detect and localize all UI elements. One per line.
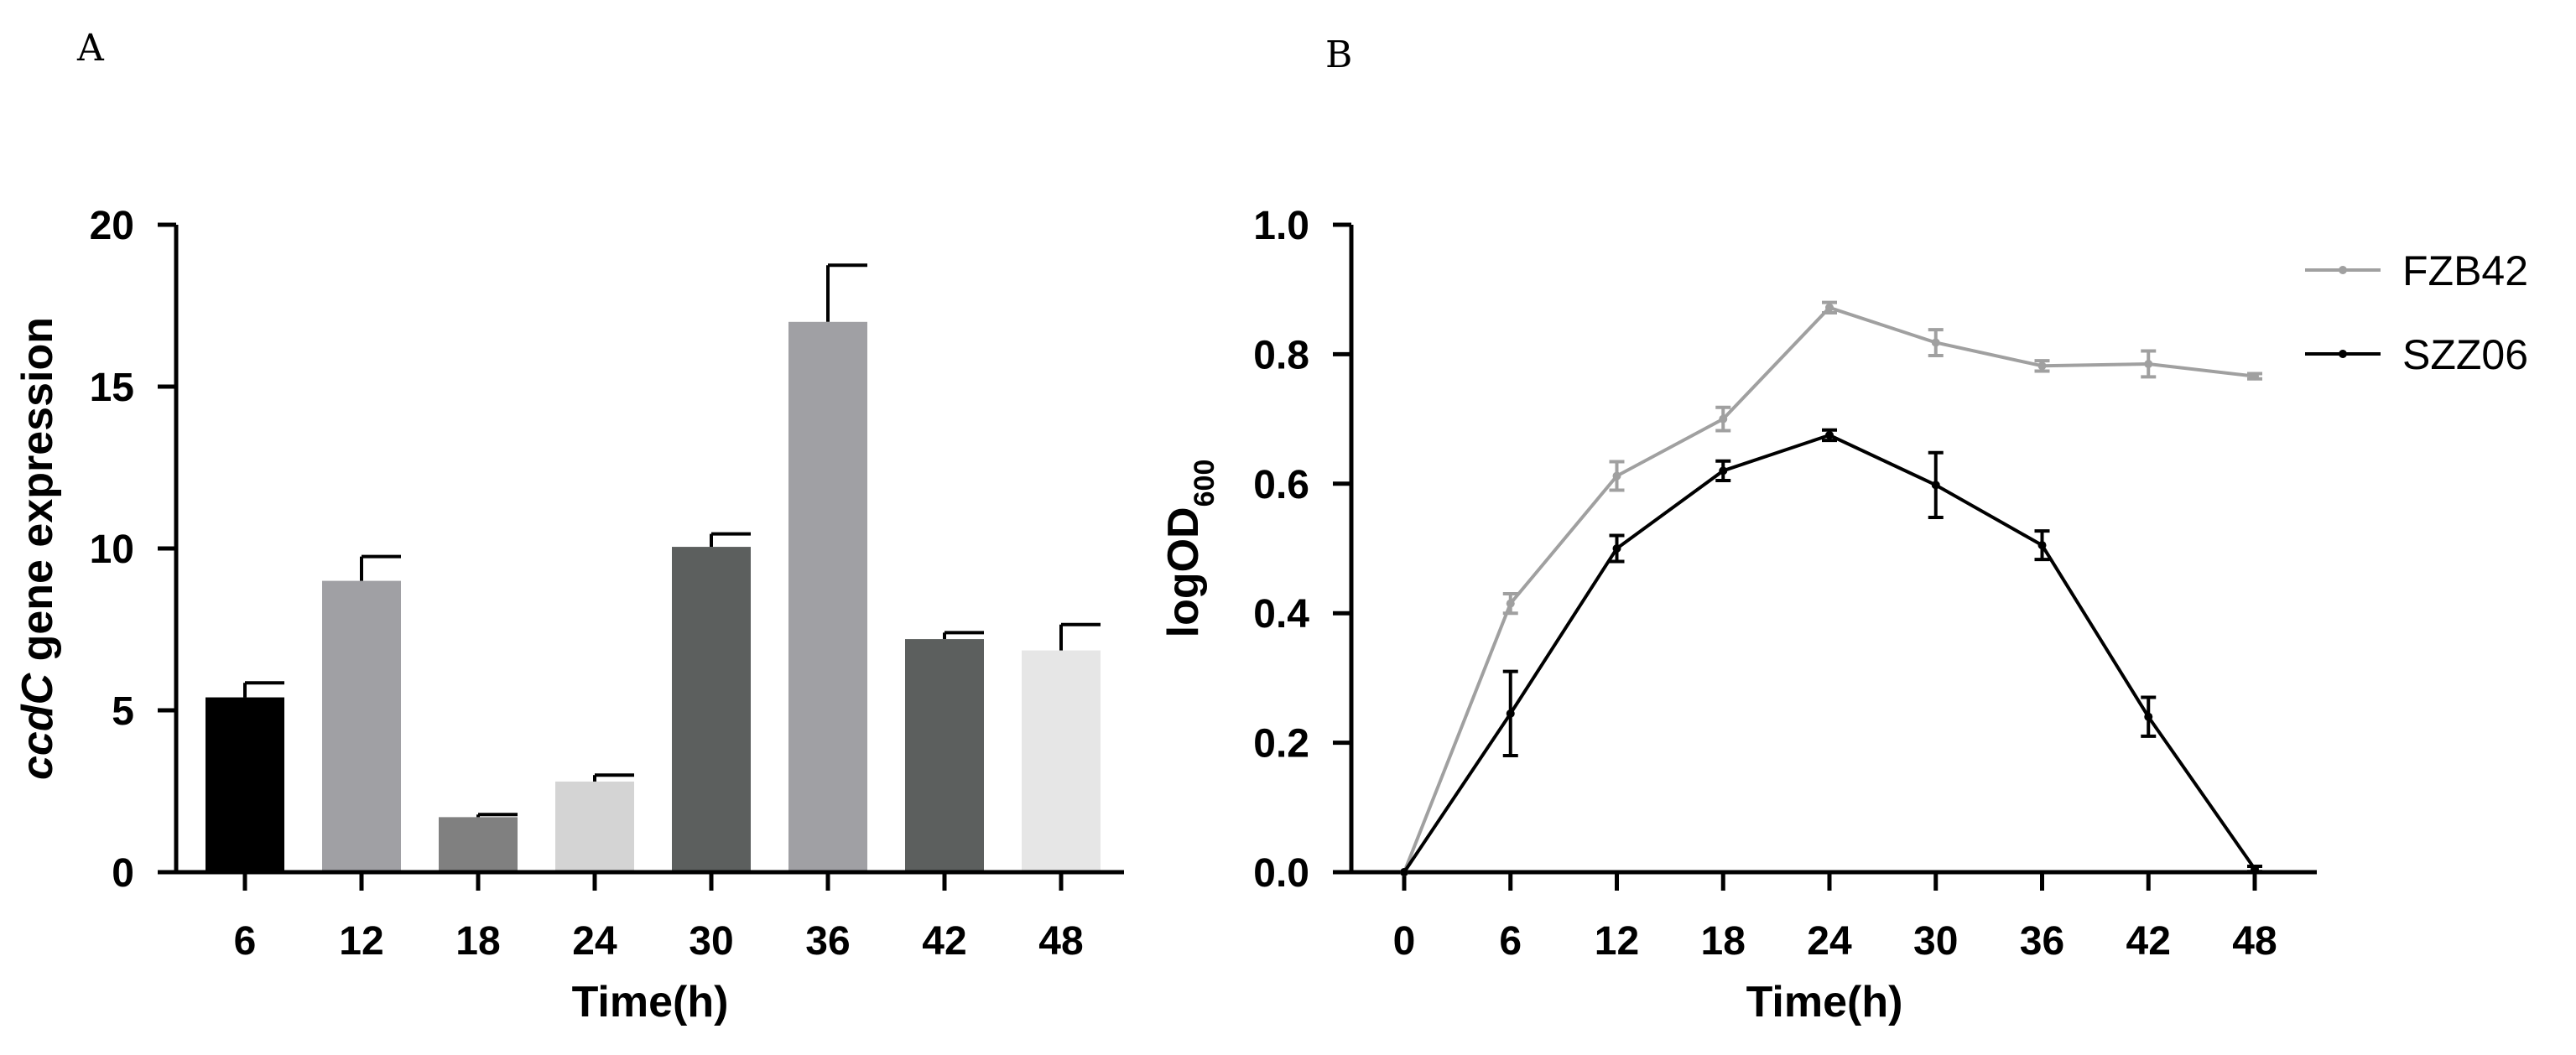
legend-label-szz06: SZZ06 — [2402, 331, 2528, 378]
bar-12 — [322, 580, 401, 872]
legend-marker-szz06 — [2339, 350, 2347, 358]
x-tick-label-a: 36 — [805, 919, 850, 964]
y-tick-label-a: 15 — [90, 366, 134, 410]
y-axis-title-b: logOD600 — [1159, 460, 1220, 638]
x-tick-label-b: 36 — [2020, 919, 2064, 964]
point-fzb42 — [2251, 372, 2259, 381]
bar-42 — [905, 639, 984, 872]
y-tick-label-a: 5 — [112, 689, 134, 734]
y-tick-label-b: 1.0 — [1253, 204, 1309, 248]
point-szz06 — [2037, 541, 2047, 550]
x-tick-label-b: 30 — [1913, 919, 1958, 964]
x-tick-label-b: 24 — [1807, 919, 1852, 964]
x-tick-label-b: 18 — [1701, 919, 1746, 964]
point-szz06 — [2144, 712, 2153, 721]
y-axis-title-a-italic: ccdC — [13, 672, 62, 780]
x-tick-label-b: 42 — [2126, 919, 2171, 964]
bar-48 — [1022, 650, 1101, 872]
point-szz06 — [1612, 544, 1621, 553]
legend-label-fzb42: FZB42 — [2402, 247, 2528, 294]
x-tick-label-a: 48 — [1038, 919, 1083, 964]
bar-30 — [672, 547, 751, 872]
x-tick-label-a: 24 — [572, 919, 617, 964]
y-axis-title-a-rest: gene expression — [13, 317, 62, 673]
x-tick-label-a: 42 — [922, 919, 966, 964]
point-fzb42 — [1931, 338, 1940, 347]
line-chart-b: 0.0 0.2 0.4 0.6 0.8 1.0 0 6 12 18 24 30 36 42 48 Time… — [1159, 204, 2528, 1026]
series-line-szz06 — [1402, 433, 2256, 874]
bar-6 — [206, 697, 284, 872]
legend-b: FZB42 SZZ06 — [2305, 247, 2528, 378]
x-tick-label-b: 0 — [1393, 919, 1416, 964]
x-tick-label-b: 48 — [2232, 919, 2277, 964]
point-szz06 — [1931, 481, 1940, 490]
bar-18 — [439, 817, 518, 872]
series-line-fzb42 — [1402, 305, 2256, 873]
point-szz06 — [1719, 466, 1728, 476]
bar-chart-a: 0 5 10 15 20 6 12 18 24 30 36 42 48 Time(h) ccdC ge… — [13, 204, 1124, 1026]
y-axis-title-a: ccdC gene expression — [13, 317, 62, 780]
y-tick-label-b: 0.0 — [1253, 851, 1309, 896]
point-fzb42 — [1506, 599, 1515, 608]
y-axis-title-b-main: logOD — [1159, 507, 1208, 637]
y-axis-title-b-sub: 600 — [1189, 460, 1220, 507]
y-tick-label-b: 0.4 — [1253, 592, 1309, 637]
x-axis-title-b: Time(h) — [1746, 978, 1903, 1026]
point-fzb42 — [1612, 471, 1621, 481]
x-tick-label-a: 30 — [689, 919, 733, 964]
point-szz06 — [1506, 709, 1515, 718]
x-tick-label-a: 6 — [234, 919, 257, 964]
point-szz06 — [1400, 868, 1408, 876]
point-szz06 — [1825, 430, 1834, 439]
x-axis-title-a: Time(h) — [572, 978, 729, 1026]
y-tick-label-a: 10 — [90, 528, 134, 572]
bar-36 — [788, 321, 867, 872]
point-szz06 — [2251, 865, 2259, 874]
point-fzb42 — [1825, 303, 1834, 312]
point-fzb42 — [2037, 361, 2047, 371]
x-tick-label-a: 12 — [339, 919, 383, 964]
point-fzb42 — [2144, 359, 2153, 368]
bar-24 — [555, 781, 634, 872]
x-tick-label-b: 12 — [1595, 919, 1639, 964]
x-tick-label-a: 18 — [455, 919, 500, 964]
y-tick-label-b: 0.2 — [1253, 722, 1309, 767]
y-tick-label-b: 0.6 — [1253, 463, 1309, 507]
legend-marker-fzb42 — [2339, 266, 2347, 274]
point-fzb42 — [1719, 414, 1728, 424]
y-tick-label-b: 0.8 — [1253, 333, 1309, 377]
panel-label-b: B — [1325, 34, 1352, 76]
y-tick-label-a: 20 — [90, 204, 134, 248]
panel-label-a: A — [76, 27, 105, 70]
x-tick-label-b: 6 — [1499, 919, 1522, 964]
y-tick-label-a: 0 — [112, 851, 134, 896]
